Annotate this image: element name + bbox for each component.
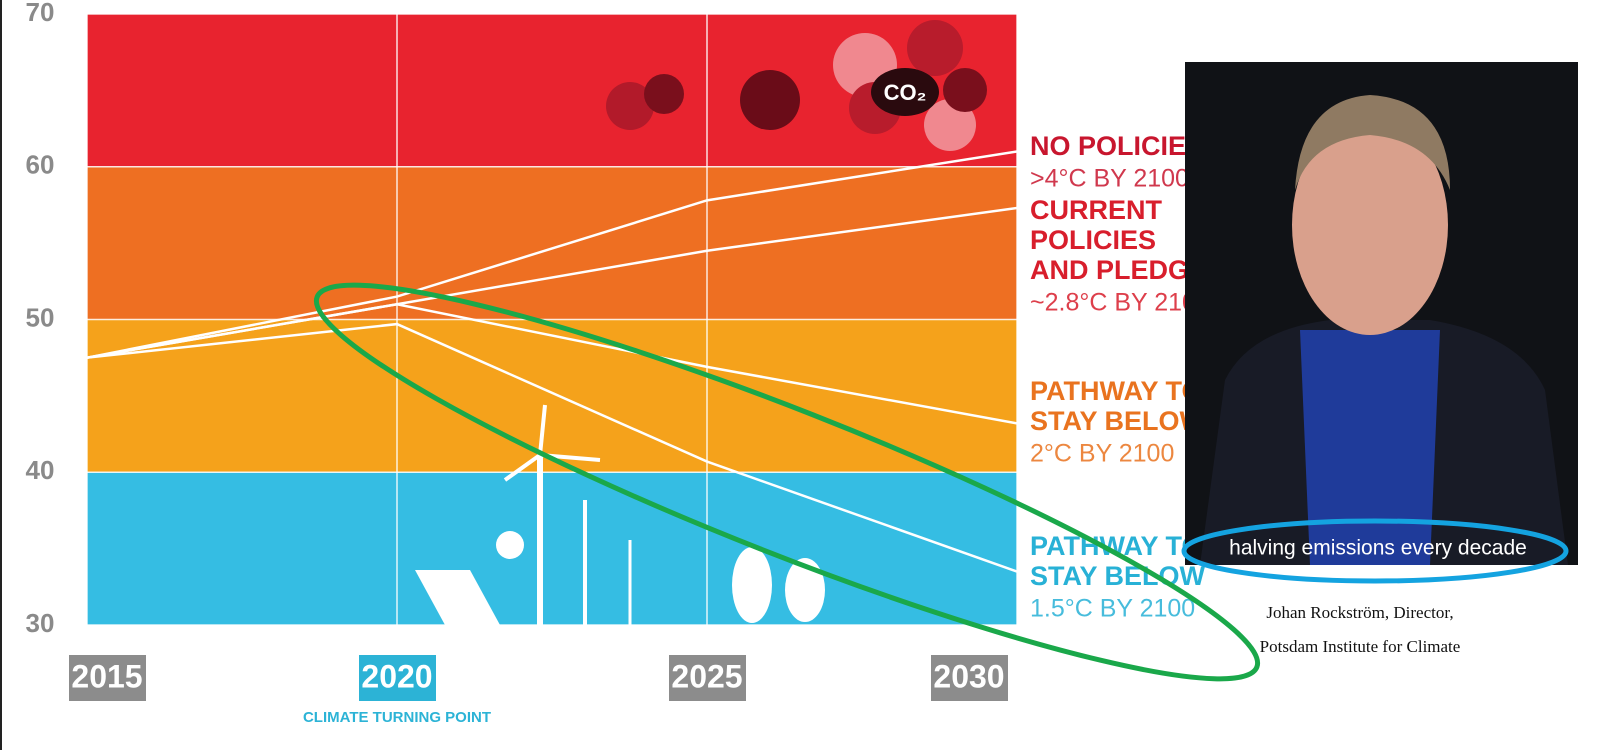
turbine-blade — [538, 404, 547, 456]
solar-panel — [415, 570, 500, 625]
caption: Potsdam Institute for Climate — [1260, 637, 1461, 656]
x-tick-box — [69, 655, 146, 701]
highlight-ellipse — [313, 282, 1261, 682]
cloud — [740, 70, 800, 130]
hair — [1295, 95, 1450, 190]
series-label: CURRENT — [1030, 195, 1163, 225]
cloud — [924, 99, 976, 151]
series-line — [86, 302, 1018, 425]
series-label: NO POLICIES — [1030, 131, 1204, 161]
series-label: PATHWAY TO — [1030, 531, 1203, 561]
x-tick-label: 2030 — [933, 658, 1004, 694]
left-edge — [0, 0, 2, 750]
x-tick-label: 2020 — [361, 658, 432, 694]
tree — [785, 558, 825, 622]
turbine-blade — [503, 453, 542, 482]
y-tick-label: 50 — [26, 302, 55, 332]
band — [87, 472, 1017, 625]
cloud — [644, 74, 684, 114]
y-tick-label: 70 — [26, 0, 55, 27]
sun — [496, 531, 524, 559]
series-note: 2°C BY 2100 — [1030, 440, 1174, 468]
series-line — [86, 322, 1018, 573]
y-tick-label: 60 — [26, 150, 55, 180]
y-tick-label: 30 — [26, 608, 55, 638]
icon-text: CO₂ — [884, 80, 927, 105]
plot: CO₂ 30 40 50 60 70 2015 2020 CLIMATE TURNING POI… — [26, 0, 1225, 726]
series-note: ~2.8°C BY 2100 — [1030, 289, 1210, 317]
x-tick-box — [359, 655, 436, 701]
tree — [732, 547, 772, 623]
x-tick-label: 2015 — [71, 658, 142, 694]
shirt — [1300, 330, 1440, 565]
highlight-ellipse — [1181, 518, 1569, 584]
series-label: STAY BELOW — [1030, 561, 1206, 591]
cloud — [606, 82, 654, 130]
photo-subtitle: halving emissions every decade — [1229, 537, 1527, 560]
decorations — [415, 20, 987, 625]
photo: halving emissions every decade Johan Roc… — [1185, 62, 1578, 656]
series-label: POLICIES — [1030, 225, 1156, 255]
x-tick-note: CLIMATE TURNING POINT — [303, 709, 491, 726]
x-tick-box — [669, 655, 746, 701]
band — [87, 166, 1017, 320]
series-label: PATHWAY TO — [1030, 376, 1203, 406]
face — [1292, 115, 1448, 335]
series-line — [86, 150, 1018, 359]
x-tick-box — [931, 655, 1008, 701]
co2-cloud — [871, 68, 939, 116]
x-tick-label: 2025 — [671, 658, 742, 694]
y-tick-label: 40 — [26, 455, 55, 485]
caption: Johan Rockström, Director, — [1266, 603, 1453, 622]
cloud — [907, 20, 963, 76]
cloud — [943, 68, 987, 112]
series-note: 1.5°C BY 2100 — [1030, 595, 1195, 623]
series-label: STAY BELOW — [1030, 406, 1206, 436]
series-note: >4°C BY 2100 — [1030, 165, 1189, 193]
